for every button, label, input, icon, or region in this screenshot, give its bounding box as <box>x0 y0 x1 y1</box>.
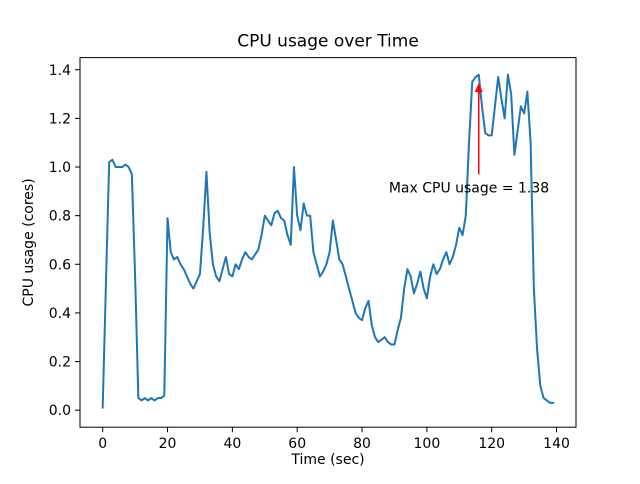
y-tick-label: 0.8 <box>49 209 71 225</box>
y-tick-label: 1.2 <box>49 111 71 127</box>
x-tick-label: 120 <box>478 436 505 452</box>
y-axis: 0.0 0.2 0.4 0.6 0.8 1.0 1.2 1.4 <box>49 63 80 419</box>
annotation-text: Max CPU usage = 1.38 <box>389 181 549 197</box>
y-tick-label: 0.6 <box>49 257 71 273</box>
x-tick-label: 60 <box>288 436 306 452</box>
x-axis: 0 20 40 60 80 100 120 140 <box>98 427 570 452</box>
y-tick-label: 1.0 <box>49 160 71 176</box>
chart-title: CPU usage over Time <box>237 32 419 52</box>
y-tick-label: 0.4 <box>49 306 71 322</box>
max-annotation: Max CPU usage = 1.38 <box>389 83 549 197</box>
x-tick-label: 40 <box>223 436 241 452</box>
y-axis-label: CPU usage (cores) <box>21 178 37 306</box>
axes-frame <box>79 57 577 428</box>
x-tick-label: 0 <box>98 436 107 452</box>
x-tick-label: 100 <box>414 436 441 452</box>
y-tick-label: 1.4 <box>49 63 71 79</box>
x-axis-label: Time (sec) <box>290 452 364 468</box>
y-tick-label: 0.2 <box>49 355 71 371</box>
cpu-usage-series-line <box>101 73 555 409</box>
annotation-arrowhead-icon <box>474 83 483 93</box>
x-tick-label: 140 <box>543 436 570 452</box>
x-tick-label: 80 <box>353 436 371 452</box>
x-tick-label: 20 <box>159 436 177 452</box>
y-tick-label: 0.0 <box>49 403 71 419</box>
